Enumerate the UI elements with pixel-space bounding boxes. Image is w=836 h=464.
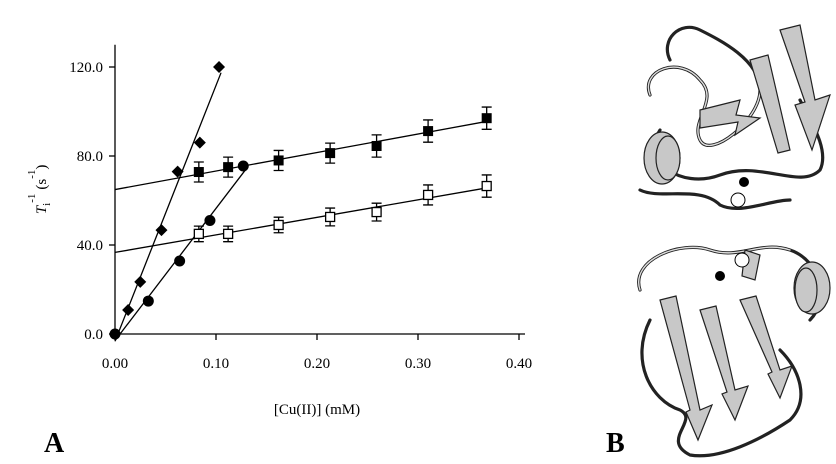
x-tick-label: 0.20: [304, 356, 330, 372]
y-tick-label: 40.0: [77, 238, 103, 254]
y-axis-label: Ti-1(s-1): [26, 165, 53, 215]
square-marker: [371, 140, 382, 151]
square-marker: [481, 113, 492, 124]
y-tick-label: 0.0: [84, 327, 103, 343]
protein-structure-bottom: [637, 245, 831, 458]
open-square-marker: [324, 211, 336, 223]
circle-marker: [174, 255, 186, 267]
panel-label: B: [606, 428, 625, 459]
y-axis-label-part: T: [34, 204, 50, 214]
copper-atom: [739, 177, 749, 187]
diamond-marker: [155, 224, 168, 237]
y-axis-label-part: ): [34, 165, 50, 170]
open-square-marker: [193, 228, 204, 240]
square-marker: [193, 167, 204, 178]
open-square-marker: [222, 228, 234, 240]
square-marker: [223, 162, 234, 173]
diamond-marker: [134, 275, 147, 288]
circle-marker: [109, 328, 121, 340]
ligand: [730, 192, 746, 208]
x-tick-label: 0.00: [102, 356, 128, 372]
x-axis-label: [Cu(II)] (mM): [274, 402, 360, 418]
fit-line: [114, 72, 222, 342]
open-square-marker: [481, 180, 492, 192]
diamond-marker: [122, 303, 135, 316]
plot-area: 0.00 0.10 0.20 0.30 0.40 0.0 40.0 80.0 120.0 [Cu(…: [26, 44, 532, 418]
protein-structure-top: [638, 24, 831, 211]
y-axis-label-part: i: [41, 203, 53, 206]
circle-marker: [142, 295, 154, 307]
y-tick-label: 120.0: [69, 60, 103, 76]
panel-label: A: [44, 428, 65, 459]
diamond-marker: [193, 136, 206, 149]
y-axis-label-part: (s: [34, 179, 50, 190]
x-tick-label: 0.30: [405, 356, 431, 372]
y-axis-label-part: -1: [26, 194, 38, 203]
open-square-marker: [273, 219, 284, 231]
square-marker: [273, 155, 284, 166]
square-marker: [325, 148, 336, 159]
diamond-marker: [171, 165, 184, 178]
open-square-marker: [422, 189, 434, 201]
x-tick-label: 0.10: [203, 356, 229, 372]
copper-atom: [715, 271, 725, 281]
open-square-marker: [371, 206, 382, 218]
y-axis-label-part: -1: [26, 170, 38, 179]
fit-line: [114, 169, 246, 342]
x-tick-label: 0.40: [506, 356, 532, 372]
diamond-marker: [213, 61, 226, 73]
square-marker: [423, 126, 434, 137]
ligand: [734, 252, 750, 268]
circle-marker: [204, 215, 216, 227]
y-tick-label: 80.0: [77, 149, 103, 165]
